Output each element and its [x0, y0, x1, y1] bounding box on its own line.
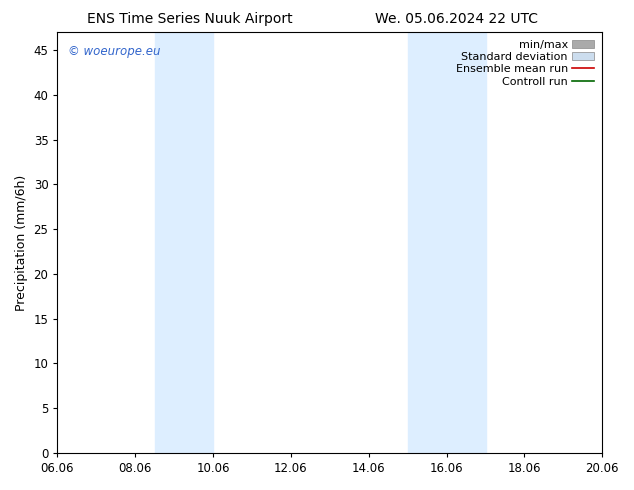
Bar — [155, 32, 213, 453]
Bar — [408, 32, 486, 453]
Legend: min/max, Standard deviation, Ensemble mean run, Controll run: min/max, Standard deviation, Ensemble me… — [453, 38, 597, 89]
Text: © woeurope.eu: © woeurope.eu — [68, 45, 161, 58]
Text: We. 05.06.2024 22 UTC: We. 05.06.2024 22 UTC — [375, 12, 538, 26]
Y-axis label: Precipitation (mm/6h): Precipitation (mm/6h) — [15, 174, 28, 311]
Text: ENS Time Series Nuuk Airport: ENS Time Series Nuuk Airport — [87, 12, 293, 26]
